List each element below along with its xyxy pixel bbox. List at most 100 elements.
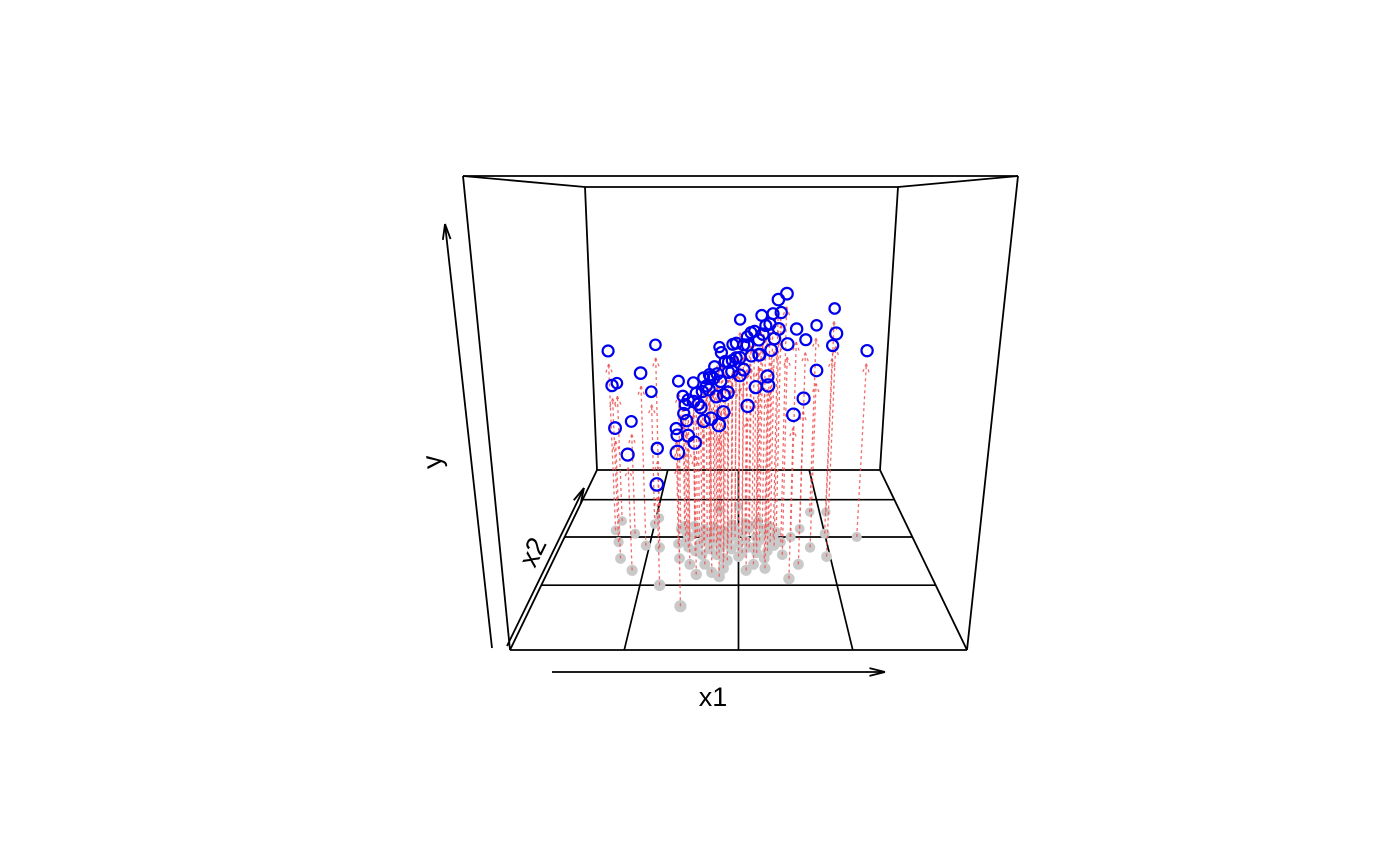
drop-arrow (744, 349, 748, 523)
drop-arrow-head (703, 433, 709, 446)
drop-arrow (734, 370, 737, 537)
drop-arrow (694, 455, 697, 575)
drop-arrow-head (810, 338, 817, 350)
data-point (713, 340, 726, 354)
drop-arrow-head (715, 394, 722, 406)
data-point (829, 326, 844, 341)
data-point (860, 343, 874, 358)
drop-arrow (823, 358, 833, 534)
data-point (729, 336, 743, 350)
drop-arrow-head (627, 434, 633, 447)
data-point (732, 368, 747, 383)
drop-arrow-head (673, 448, 679, 460)
drop-arrow (741, 357, 745, 533)
drop-arrow-head (710, 431, 716, 444)
drop-arrow (755, 352, 760, 537)
box-edge (509, 469, 598, 651)
data-point (760, 369, 775, 384)
floor-grid-line-x1 (623, 469, 669, 651)
drop-arrow (766, 363, 772, 552)
data-point (752, 347, 767, 362)
drop-arrow-head (861, 363, 867, 375)
drop-arrow-head (800, 352, 806, 365)
data-point (799, 333, 813, 347)
drop-arrow-head (640, 385, 647, 398)
box-edge (897, 175, 1019, 188)
y-axis-arrow (444, 223, 493, 649)
drop-arrow-head (727, 373, 733, 385)
drop-arrow-head (788, 427, 794, 440)
drop-arrow (734, 356, 737, 529)
drop-arrow (616, 396, 623, 522)
drop-arrow-head (786, 306, 792, 319)
drop-arrow-head (802, 411, 808, 424)
drop-arrow-head (775, 325, 782, 337)
data-point (740, 398, 755, 414)
drop-arrow (730, 373, 733, 536)
drop-arrow (703, 433, 706, 565)
drop-arrow-head (795, 341, 801, 354)
drop-arrow (686, 433, 690, 548)
drop-arrow (758, 347, 764, 541)
drop-arrow-head (746, 418, 753, 431)
drop-arrow (756, 367, 760, 553)
drop-arrow-head (616, 395, 623, 408)
data-point (774, 305, 788, 320)
floor-grid-line-x1 (808, 469, 854, 651)
data-point (697, 371, 711, 385)
drop-arrow-head (754, 399, 761, 412)
drop-arrow-head (792, 427, 798, 440)
data-point (828, 302, 841, 315)
drop-arrow-head (754, 367, 760, 380)
drop-arrow (757, 328, 763, 521)
drop-arrow-head (780, 325, 786, 338)
drop-arrow-head (647, 404, 653, 417)
data-point (786, 407, 801, 423)
drop-arrow-head (682, 433, 688, 446)
drop-arrow-head (651, 357, 657, 370)
drop-arrow-head (734, 388, 741, 400)
scene-3d (462, 175, 1019, 651)
data-point (601, 344, 615, 358)
drop-arrow (676, 448, 681, 559)
data-point (671, 374, 685, 388)
data-point (605, 378, 619, 393)
drop-arrow-head (687, 448, 694, 461)
drop-arrow (687, 448, 691, 565)
y-axis-arrow-head (441, 223, 446, 240)
data-point (649, 338, 662, 352)
drop-arrow (809, 338, 817, 513)
drop-arrow-head (786, 356, 792, 369)
drop-arrow-head (777, 341, 784, 354)
drop-arrow (825, 346, 837, 557)
drop-arrow (700, 420, 703, 555)
drop-arrow-head (738, 382, 745, 395)
drop-arrow-head (727, 384, 733, 396)
x1-axis-arrow-head (869, 671, 886, 677)
box-edge (462, 175, 586, 188)
data-point (650, 441, 664, 456)
drop-arrow-head (683, 426, 689, 439)
drop-arrow (650, 404, 656, 525)
drop-arrow-head (653, 461, 659, 473)
drop-arrow (708, 402, 711, 550)
drop-arrow-head (678, 408, 684, 421)
drop-arrow (781, 357, 788, 555)
drop-arrow-head (750, 368, 756, 381)
drop-arrow-head (739, 370, 745, 383)
drop-arrow (775, 325, 782, 533)
data-point (733, 313, 747, 326)
data-point (760, 378, 776, 393)
drop-arrow-head (712, 386, 718, 399)
drop-arrow-head (708, 402, 714, 415)
data-point (756, 327, 770, 341)
drop-arrow-head (782, 356, 788, 369)
drop-arrow-head (719, 407, 725, 420)
drop-arrow (737, 388, 741, 557)
box-edge (966, 175, 1019, 651)
floor-point (794, 523, 805, 534)
box-edge (879, 469, 968, 651)
data-point (780, 337, 795, 352)
